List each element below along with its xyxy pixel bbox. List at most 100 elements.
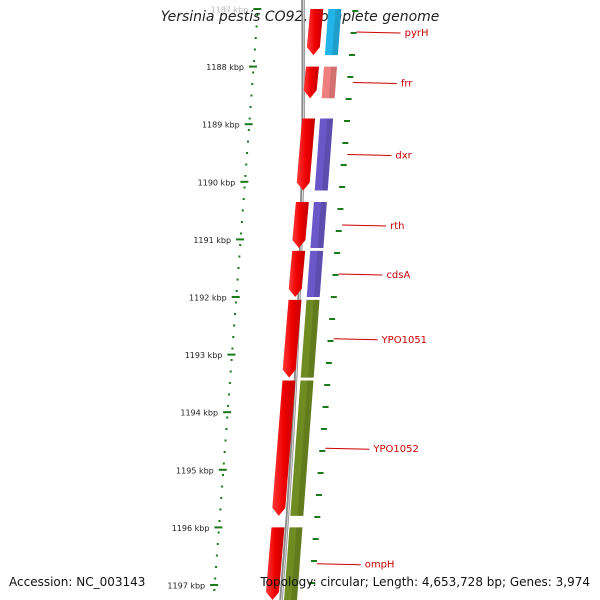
minor-tick-dot [240,221,243,223]
gene-cog-band[interactable] [300,299,320,378]
gene-cog-band[interactable] [321,66,338,99]
gene-label[interactable]: YPO1052 [372,444,418,455]
outer-tick-mark [325,362,332,364]
gene-cog-band[interactable] [314,118,334,191]
gene-cds-arrow[interactable] [292,201,309,249]
outer-tick-mark [335,230,342,232]
gene-cog-band[interactable] [284,527,303,600]
outer-tick-mark [334,252,341,254]
minor-tick-dot [220,497,223,499]
gene-label[interactable]: rth [390,221,404,232]
outer-tick-mark [339,186,346,188]
minor-tick-dot [232,336,235,338]
minor-tick-dot [251,83,254,85]
outer-tick-mark [314,516,321,518]
topology-label: Topology: circular; Length: 4,653,728 bp… [260,575,590,589]
minor-tick-dot [246,140,249,143]
gene-cog-band[interactable] [310,201,327,249]
minor-tick-dot [226,416,229,419]
gene-cog-shade [332,9,342,56]
gene-cog-band[interactable] [290,380,314,516]
minor-tick-dot [219,508,222,511]
gene-cds-arrow[interactable] [272,380,296,516]
gene-label[interactable]: frr [401,78,413,89]
outer-tick-mark [337,208,344,210]
kbp-tick-label: 1193 kbp [185,351,223,360]
outer-tick-mark [344,120,350,122]
gene-cog-band[interactable] [306,250,324,297]
minor-tick-dot [218,520,221,522]
outer-tick-mark [348,54,355,56]
minor-tick-dot [231,347,234,350]
gene-cog-band[interactable] [324,9,342,56]
minor-tick-dot [242,198,245,200]
outer-tick-mark [309,582,316,584]
outer-tick-mark [315,494,322,496]
accession-label: Accession: NC_003143 [9,575,146,589]
minor-tick-dot [247,129,250,131]
minor-tick-dot [221,485,224,488]
kbp-tick-label: 1196 kbp [172,524,210,533]
minor-tick-dot [225,428,228,430]
gene-cds-arrow[interactable] [266,527,285,600]
gene-cog-shade [307,299,320,378]
gene-cds-arrow[interactable] [306,9,324,56]
outer-tick-mark [324,384,331,386]
outer-tick-mark [342,142,349,144]
map-title: Yersinia pestis CO92, complete genome [160,9,440,25]
gene-label[interactable]: dxr [395,150,412,161]
kbp-tick-label: 1192 kbp [189,294,227,303]
gene-cds-arrow[interactable] [303,66,320,99]
gene-cds-arrow[interactable] [296,118,316,191]
minor-tick-dot [235,290,238,292]
gene-cog-shade [321,118,334,191]
gene-cds-arrow[interactable] [282,299,302,378]
minor-tick-dot [256,14,259,16]
minor-tick-dot [217,531,220,534]
minor-tick-dot [253,60,255,62]
gene-label-leader [338,273,383,276]
minor-tick-dot [239,244,242,246]
minor-tick-dot [237,267,240,269]
gene-cds-arrow[interactable] [288,250,306,297]
minor-tick-dot [243,186,246,189]
minor-tick-dot [248,117,251,120]
minor-tick-dot [227,393,230,396]
outer-tick-mark [345,98,352,100]
minor-tick-dot [234,301,237,304]
minor-tick-dot [245,163,248,166]
minor-tick-dot [215,554,218,557]
gene-label[interactable]: YPO1051 [381,335,427,346]
gene-label[interactable]: ompH [365,560,395,571]
kbp-tick-label: 1197 kbp [167,582,205,591]
minor-tick-dot [254,37,257,39]
gene-label-leader [342,224,387,227]
outer-tick-mark [327,340,334,342]
outer-tick-mark [330,296,337,298]
outer-tick-mark [329,318,336,320]
gene-label-leader [325,447,370,450]
outer-tick-mark [311,560,317,562]
kbp-tick-label: 1195 kbp [176,466,214,475]
minor-tick-dot [229,370,232,373]
minor-tick-dot [253,48,256,51]
minor-tick-dot [221,474,224,476]
outer-tick-mark [340,164,347,166]
gene-label-leader [333,338,378,341]
minor-tick-dot [215,566,218,568]
minor-tick-dot [244,175,247,177]
minor-tick-dot [223,451,226,453]
minor-tick-dot [246,152,249,154]
minor-tick-dot [241,209,244,212]
minor-tick-dot [250,94,253,97]
outer-tick-mark [312,538,319,540]
gene-label[interactable]: cdsA [386,270,410,281]
gene-label[interactable]: pyrH [405,28,429,39]
outer-tick-mark [317,472,324,474]
kbp-tick-label: 1190 kbp [198,178,236,187]
gene-cog-shade [313,250,324,297]
minor-tick-dot [213,589,216,591]
minor-tick-dot [252,71,255,74]
gene-label-leader [316,563,361,566]
